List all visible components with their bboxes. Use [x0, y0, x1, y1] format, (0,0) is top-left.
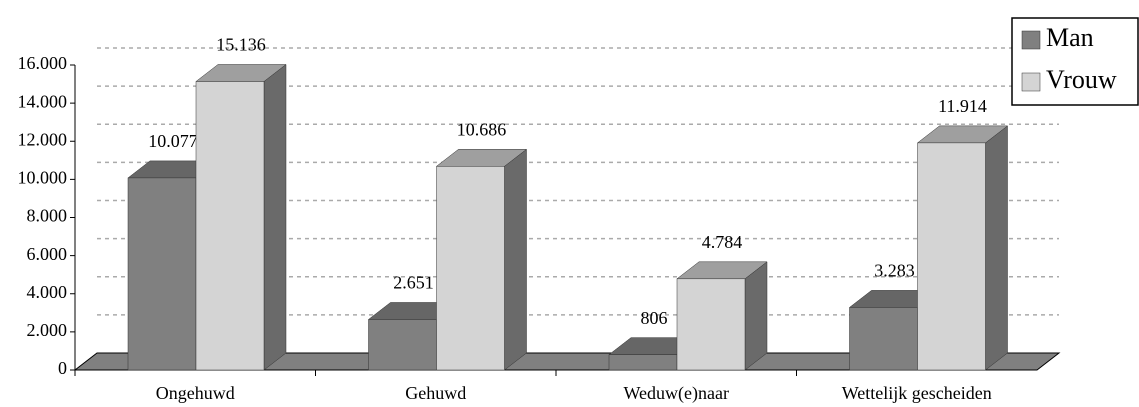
- legend-label: Vrouw: [1046, 65, 1117, 94]
- value-label: 4.784: [702, 232, 743, 252]
- bar: [916, 125, 1009, 371]
- bar: [435, 148, 528, 371]
- bar-side: [263, 63, 287, 371]
- legend-swatch: [1021, 30, 1041, 50]
- bar-side: [985, 125, 1008, 371]
- bar-front: [676, 278, 746, 371]
- bar-front: [849, 307, 918, 371]
- value-label: 3.283: [874, 261, 915, 281]
- bar-side: [744, 261, 768, 371]
- value-label: 15.136: [216, 35, 266, 55]
- y-tick-label: 0: [58, 358, 67, 378]
- y-tick-label: 8.000: [27, 206, 68, 226]
- value-label: 2.651: [393, 273, 434, 293]
- y-tick-label: 12.000: [18, 129, 68, 149]
- y-tick-label: 10.000: [18, 168, 68, 188]
- bar: [676, 261, 768, 371]
- legend: Man Vrouw: [1011, 17, 1139, 106]
- value-label: 10.686: [457, 119, 507, 139]
- y-tick-label: 14.000: [18, 91, 68, 111]
- bar-front: [608, 354, 678, 371]
- y-tick-label: 6.000: [27, 244, 68, 264]
- bar-side: [504, 148, 527, 371]
- y-tick-label: 16.000: [18, 53, 68, 73]
- legend-label: Man: [1046, 23, 1094, 52]
- value-label: 11.914: [938, 96, 987, 116]
- legend-swatch: [1021, 72, 1041, 92]
- y-tick-label: 2.000: [27, 320, 68, 340]
- x-tick-label: Weduw(e)naar: [624, 383, 730, 404]
- bar-front: [127, 177, 197, 371]
- x-tick-label: Wettelijk gescheiden: [842, 383, 992, 403]
- bar-front: [368, 319, 437, 371]
- y-tick-label: 4.000: [27, 282, 68, 302]
- bar-front: [917, 142, 986, 371]
- bar: [195, 63, 287, 371]
- x-tick-label: Gehuwd: [405, 383, 466, 403]
- value-label: 10.077: [148, 131, 198, 151]
- bar-front: [436, 166, 505, 371]
- bar-front: [195, 81, 265, 371]
- value-label: 806: [641, 308, 668, 328]
- x-tick-label: Ongehuwd: [156, 383, 235, 403]
